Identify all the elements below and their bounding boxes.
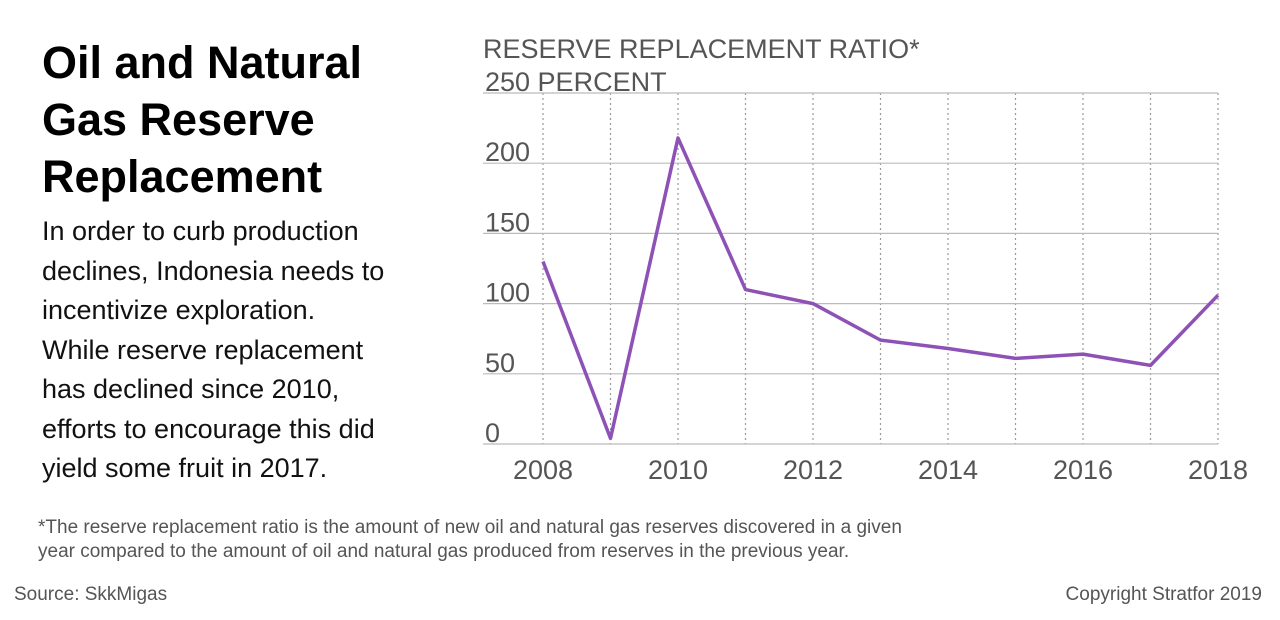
y-tick-label: 100	[485, 278, 530, 308]
description-line: incentivize exploration.	[42, 295, 316, 325]
footnote-line: year compared to the amount of oil and n…	[38, 541, 850, 562]
footnote: *The reserve replacement ratio is the am…	[38, 516, 902, 564]
y-tick-label: 250 PERCENT	[485, 67, 667, 97]
x-tick-label: 2014	[918, 455, 978, 485]
y-tick-label: 200	[485, 137, 530, 167]
x-tick-label: 2010	[648, 455, 708, 485]
x-tick-label: 2016	[1053, 455, 1113, 485]
description-line: yield some fruit in 2017.	[42, 453, 328, 483]
y-tick-label: 150	[485, 207, 530, 237]
y-tick-label: 50	[485, 348, 515, 378]
source: Source: SkkMigas	[14, 584, 168, 605]
title: Oil and Natural Gas Reserve Replacement	[42, 37, 363, 202]
description: In order to curb production declines, Ind…	[42, 212, 384, 489]
y-axis-label: RESERVE REPLACEMENT RATIO*	[483, 34, 920, 64]
y-tick-label: 0	[485, 418, 500, 448]
description-line: declines, Indonesia needs to	[42, 255, 385, 286]
description-line: efforts to encourage this did	[42, 413, 375, 444]
description-line: In order to curb production	[42, 216, 359, 246]
x-tick-label: 2018	[1188, 455, 1248, 485]
x-tick-label: 2012	[783, 455, 843, 485]
description-line: While reserve replacement	[42, 334, 364, 365]
description-line: has declined since 2010,	[42, 374, 340, 404]
x-tick-label: 2008	[513, 455, 573, 485]
data-line	[541, 136, 1220, 441]
copyright: Copyright Stratfor 2019	[1065, 584, 1262, 605]
footnote-line: *The reserve replacement ratio is the am…	[38, 517, 902, 538]
